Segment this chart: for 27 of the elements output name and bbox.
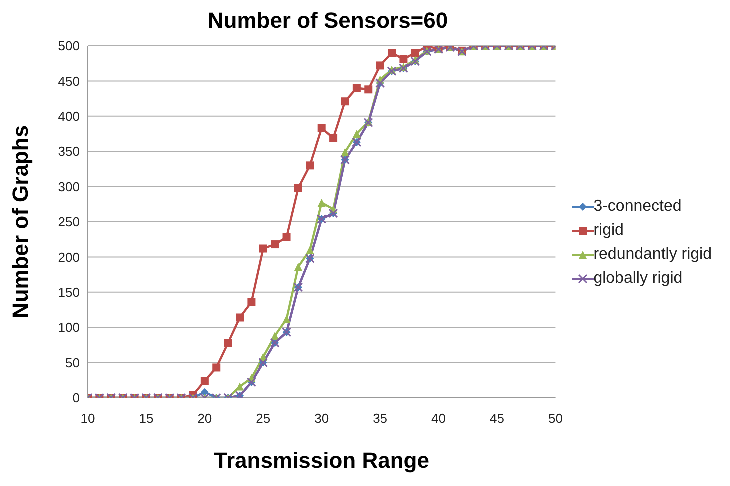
x-tick-label: 30: [314, 411, 330, 426]
y-tick-label: 150: [58, 285, 80, 300]
y-tick-label: 300: [58, 179, 80, 194]
legend-label: rigid: [594, 222, 624, 240]
chart-title: Number of Sensors=60: [206, 8, 450, 34]
y-tick-label: 250: [58, 214, 80, 230]
y-tick-label: 400: [58, 109, 80, 124]
x-tick-label: 35: [373, 411, 388, 426]
y-tick-label: 50: [66, 355, 80, 370]
y-tick-label: 100: [58, 320, 80, 336]
y-tick-label: 200: [58, 250, 80, 265]
y-tick-label: 500: [58, 38, 80, 54]
y-tick-label: 450: [58, 74, 80, 89]
x-tick-label: 45: [490, 411, 504, 426]
x-tick-label: 10: [80, 411, 96, 426]
y-tick-label: 0: [72, 390, 80, 406]
x-tick-label: 15: [139, 411, 154, 426]
x-tick-label: 40: [432, 411, 446, 426]
y-axis-title: Number of Graphs: [8, 125, 33, 319]
x-tick-label: 25: [256, 411, 271, 426]
x-axis-title: Transmission Range: [214, 448, 430, 473]
y-tick-label: 350: [58, 144, 80, 160]
x-tick-label: 50: [548, 411, 563, 426]
legend-label: redundantly rigid: [594, 246, 712, 264]
legend-label: globally rigid: [594, 270, 683, 288]
legend-label: 3-connected: [594, 198, 682, 216]
x-tick-label: 20: [198, 411, 212, 426]
